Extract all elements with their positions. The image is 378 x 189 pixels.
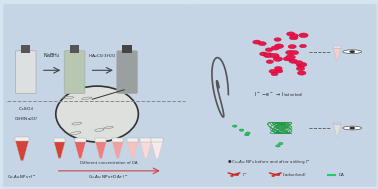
Polygon shape (333, 123, 341, 124)
Circle shape (287, 32, 295, 36)
Text: CuSO$_4$: CuSO$_4$ (18, 106, 34, 113)
Text: I(adsorbed): I(adsorbed) (283, 173, 307, 177)
Circle shape (286, 50, 294, 55)
Circle shape (349, 127, 355, 129)
Ellipse shape (343, 126, 362, 130)
Polygon shape (152, 138, 163, 142)
Polygon shape (112, 138, 123, 142)
Text: NaBH$_4$: NaBH$_4$ (43, 51, 61, 60)
Circle shape (271, 72, 278, 76)
Circle shape (295, 61, 303, 65)
Polygon shape (54, 142, 65, 158)
Polygon shape (15, 137, 29, 141)
Circle shape (274, 174, 276, 175)
Bar (21, 45, 30, 53)
Polygon shape (74, 142, 86, 158)
Circle shape (289, 59, 297, 63)
Circle shape (270, 53, 279, 58)
Text: Different concentration of DA: Different concentration of DA (80, 161, 137, 165)
Circle shape (274, 67, 282, 70)
Circle shape (288, 45, 296, 49)
Bar (70, 45, 79, 53)
Circle shape (258, 42, 266, 46)
FancyBboxPatch shape (64, 51, 85, 94)
Polygon shape (74, 138, 86, 142)
Circle shape (296, 67, 305, 71)
Circle shape (289, 36, 298, 40)
Circle shape (246, 132, 250, 134)
Polygon shape (54, 138, 65, 142)
Polygon shape (333, 48, 341, 60)
Circle shape (260, 52, 268, 56)
Text: C$_6$H$_9$Na$_2$O$_7$: C$_6$H$_9$Na$_2$O$_7$ (14, 115, 38, 123)
Polygon shape (15, 141, 29, 161)
Circle shape (276, 145, 280, 147)
FancyBboxPatch shape (15, 51, 36, 94)
Polygon shape (140, 138, 152, 142)
Ellipse shape (343, 50, 362, 53)
Circle shape (239, 129, 244, 131)
FancyBboxPatch shape (3, 4, 191, 187)
Circle shape (275, 69, 283, 73)
FancyBboxPatch shape (191, 4, 376, 187)
Circle shape (291, 51, 299, 55)
Circle shape (263, 53, 271, 57)
Text: Cu-Au NPs+I$^-$: Cu-Au NPs+I$^-$ (8, 173, 37, 180)
Circle shape (279, 143, 283, 145)
Circle shape (265, 48, 273, 52)
Circle shape (297, 71, 306, 75)
Circle shape (265, 53, 274, 57)
Circle shape (233, 174, 235, 175)
Bar (122, 45, 132, 53)
Circle shape (299, 44, 307, 48)
Polygon shape (95, 142, 107, 158)
Polygon shape (152, 142, 163, 158)
Ellipse shape (56, 86, 138, 142)
Circle shape (299, 63, 307, 67)
Circle shape (291, 34, 298, 37)
Circle shape (245, 134, 249, 136)
Text: I$^-$ $-$e$^-$ $\rightarrow$ I$_{(adsorbed)}$: I$^-$ $-$e$^-$ $\rightarrow$ I$_{(adsorb… (254, 91, 304, 99)
Circle shape (273, 57, 282, 61)
Text: ● Cu-Au NPs before and after adding I$^-$: ● Cu-Au NPs before and after adding I$^-… (226, 158, 310, 166)
Text: DA: DA (339, 173, 345, 177)
FancyBboxPatch shape (117, 51, 138, 94)
Polygon shape (95, 138, 107, 142)
Polygon shape (127, 142, 138, 158)
Circle shape (274, 38, 281, 41)
Circle shape (299, 33, 308, 38)
Circle shape (296, 63, 305, 67)
Circle shape (232, 125, 237, 127)
Circle shape (253, 40, 261, 44)
Circle shape (271, 46, 279, 50)
Circle shape (349, 50, 355, 53)
Text: Cu-Au NPs+DA+I$^-$: Cu-Au NPs+DA+I$^-$ (88, 173, 129, 180)
Circle shape (286, 55, 295, 60)
Polygon shape (333, 124, 341, 136)
Circle shape (269, 69, 277, 73)
Polygon shape (112, 142, 123, 158)
Text: HAuCl$_4$·3H$_2$O: HAuCl$_4$·3H$_2$O (88, 53, 117, 60)
Text: I$^-$: I$^-$ (242, 171, 248, 178)
Circle shape (266, 60, 273, 64)
Polygon shape (140, 142, 152, 158)
Polygon shape (127, 138, 138, 142)
Circle shape (283, 57, 291, 61)
Circle shape (274, 44, 284, 48)
Polygon shape (333, 46, 341, 48)
